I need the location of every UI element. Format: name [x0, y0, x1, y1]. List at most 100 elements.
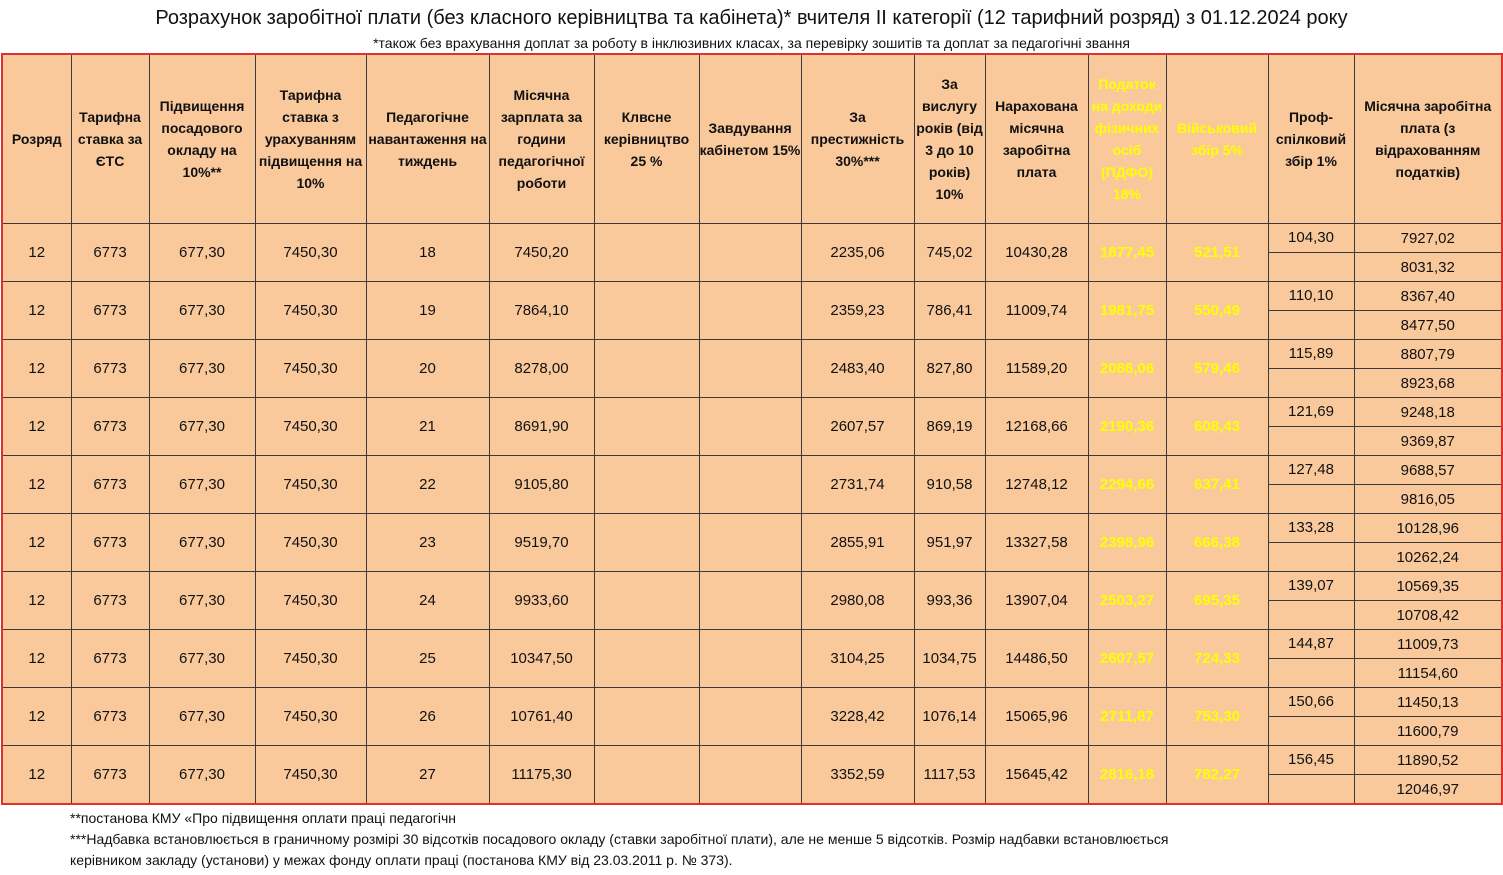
cell-load: 21 — [365, 397, 490, 456]
table-row: 12 6773 677,30 7450,30 22 9105,80 2731,74 910,5… — [1, 455, 1503, 514]
cell-accrued: 13327,58 — [984, 513, 1089, 572]
cell-rate: 6773 — [70, 281, 150, 340]
cell-accrued: 12748,12 — [984, 455, 1089, 514]
cell-pit: 2607,57 — [1087, 629, 1167, 688]
cell-union: 121,69 — [1267, 397, 1355, 427]
cell-prestige: 2855,91 — [800, 513, 915, 572]
cell-monthly: 10761,40 — [488, 687, 595, 746]
cell-load: 20 — [365, 339, 490, 398]
table-row: 12 6773 677,30 7450,30 27 11175,30 3352,59 1117… — [1, 745, 1503, 805]
table-row: 12 6773 677,30 7450,30 21 8691,90 2607,57 869,1… — [1, 397, 1503, 456]
cell-net-total: 9816,05 — [1353, 484, 1503, 514]
header-load: Педагогічне навантаження на тиждень — [365, 53, 490, 224]
cell-net-after-union: 9248,18 — [1353, 397, 1503, 427]
cell-net-total: 8923,68 — [1353, 368, 1503, 398]
cell-military: 579,46 — [1165, 339, 1269, 398]
cell-prestige: 2731,74 — [800, 455, 915, 514]
cell-rank: 12 — [1, 687, 72, 746]
cell-union-empty — [1267, 716, 1355, 746]
cell-cabinet — [698, 629, 802, 688]
cell-monthly: 9933,60 — [488, 571, 595, 630]
cell-rate-increased: 7450,30 — [254, 629, 367, 688]
footnote-1: **постанова КМУ «Про підвищення оплати п… — [70, 810, 457, 826]
cell-load: 19 — [365, 281, 490, 340]
cell-load: 24 — [365, 571, 490, 630]
cell-rate: 6773 — [70, 397, 150, 456]
cell-class — [593, 455, 700, 514]
cell-class — [593, 687, 700, 746]
cell-rate: 6773 — [70, 745, 150, 805]
cell-increase: 677,30 — [148, 571, 256, 630]
table-row-sub: 11154,60 — [2, 658, 1503, 688]
cell-rate-increased: 7450,30 — [254, 745, 367, 805]
cell-union: 156,45 — [1267, 745, 1355, 775]
cell-military: 695,35 — [1165, 571, 1269, 630]
cell-accrued: 11009,74 — [984, 281, 1089, 340]
table-body: 12 6773 677,30 7450,30 18 7450,20 2235,06 745,0… — [1, 223, 1503, 805]
cell-net-total: 8031,32 — [1353, 252, 1503, 282]
cell-class — [593, 629, 700, 688]
cell-rate-increased: 7450,30 — [254, 687, 367, 746]
cell-load: 23 — [365, 513, 490, 572]
table-row-sub: 12046,97 — [2, 774, 1503, 805]
cell-accrued: 13907,04 — [984, 571, 1089, 630]
table-row: 12 6773 677,30 7450,30 24 9933,60 2980,08 993,3… — [1, 571, 1503, 630]
cell-monthly: 10347,50 — [488, 629, 595, 688]
cell-increase: 677,30 — [148, 223, 256, 282]
cell-increase: 677,30 — [148, 687, 256, 746]
cell-monthly: 9519,70 — [488, 513, 595, 572]
cell-seniority: 951,97 — [913, 513, 986, 572]
cell-seniority: 827,80 — [913, 339, 986, 398]
cell-accrued: 12168,66 — [984, 397, 1089, 456]
cell-load: 25 — [365, 629, 490, 688]
cell-union: 144,87 — [1267, 629, 1355, 659]
cell-accrued: 11589,20 — [984, 339, 1089, 398]
cell-prestige: 2359,23 — [800, 281, 915, 340]
cell-monthly: 9105,80 — [488, 455, 595, 514]
cell-rate-increased: 7450,30 — [254, 571, 367, 630]
header-increase: Підвищення посадового окладу на 10%** — [148, 53, 256, 224]
cell-rate-increased: 7450,30 — [254, 339, 367, 398]
cell-class — [593, 397, 700, 456]
table-row-sub: 10708,42 — [2, 600, 1503, 630]
cell-cabinet — [698, 223, 802, 282]
cell-union-empty — [1267, 542, 1355, 572]
cell-net-after-union: 11890,52 — [1353, 745, 1503, 775]
cell-pit: 2086,06 — [1087, 339, 1167, 398]
cell-class — [593, 513, 700, 572]
cell-rate: 6773 — [70, 687, 150, 746]
cell-union-empty — [1267, 426, 1355, 456]
cell-military: 753,30 — [1165, 687, 1269, 746]
cell-seniority: 993,36 — [913, 571, 986, 630]
table-row-sub: 8923,68 — [2, 368, 1503, 398]
cell-rate-increased: 7450,30 — [254, 513, 367, 572]
cell-rate: 6773 — [70, 339, 150, 398]
cell-seniority: 910,58 — [913, 455, 986, 514]
cell-union: 110,10 — [1267, 281, 1355, 311]
header-pit: Податок на доходи фізичних осіб (ПДФО) 1… — [1087, 53, 1167, 224]
cell-military: 637,41 — [1165, 455, 1269, 514]
cell-seniority: 1076,14 — [913, 687, 986, 746]
cell-class — [593, 281, 700, 340]
cell-union: 133,28 — [1267, 513, 1355, 543]
cell-military: 608,43 — [1165, 397, 1269, 456]
cell-cabinet — [698, 397, 802, 456]
cell-monthly: 7450,20 — [488, 223, 595, 282]
cell-rate-increased: 7450,30 — [254, 455, 367, 514]
cell-rate-increased: 7450,30 — [254, 281, 367, 340]
cell-class — [593, 223, 700, 282]
cell-increase: 677,30 — [148, 455, 256, 514]
cell-monthly: 8278,00 — [488, 339, 595, 398]
cell-military: 782,27 — [1165, 745, 1269, 805]
cell-load: 27 — [365, 745, 490, 805]
cell-rank: 12 — [1, 629, 72, 688]
salary-table: Розряд Тарифна ставка за ЄТС Підвищення … — [1, 53, 1503, 805]
cell-load: 18 — [365, 223, 490, 282]
cell-prestige: 3104,25 — [800, 629, 915, 688]
cell-net-total: 10262,24 — [1353, 542, 1503, 572]
cell-net-after-union: 10569,35 — [1353, 571, 1503, 601]
cell-prestige: 3352,59 — [800, 745, 915, 805]
cell-rank: 12 — [1, 339, 72, 398]
cell-rate-increased: 7450,30 — [254, 223, 367, 282]
cell-military: 550,49 — [1165, 281, 1269, 340]
